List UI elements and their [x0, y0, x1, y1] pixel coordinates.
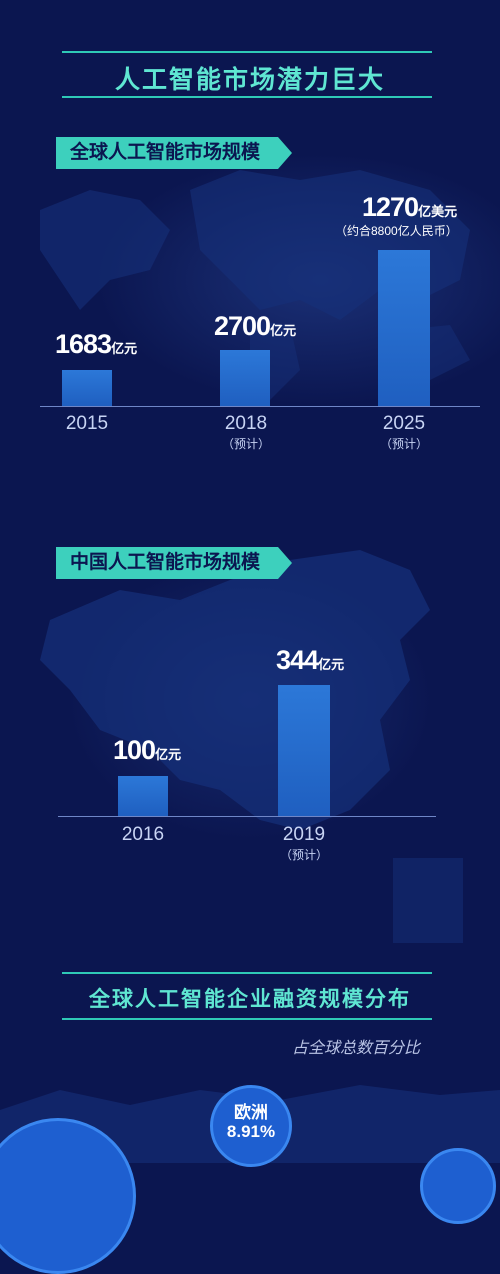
global-value-2018-number: 2700 — [214, 311, 271, 341]
china-bar-2016 — [118, 776, 168, 816]
financing-title: 全球人工智能企业融资规模分布 — [89, 988, 411, 1011]
global-note-2018: （预计） — [221, 437, 270, 451]
inset-map-box — [393, 858, 463, 943]
bubble-europe — [210, 1085, 292, 1167]
china-value-2019-unit: 亿元 — [318, 657, 345, 672]
global-year-2025: 2025 — [382, 413, 426, 434]
global-value-2025: 1270亿美元 — [362, 192, 457, 223]
bubble-right-partial — [420, 1148, 496, 1224]
china-year-2016: 2016 — [121, 824, 165, 845]
china-value-2019: 344亿元 — [276, 645, 344, 676]
main-title: 人工智能市场潜力巨大 — [114, 66, 385, 94]
financing-caption: 占全球总数百分比 — [292, 1040, 421, 1057]
china-value-2016-unit: 亿元 — [155, 747, 182, 762]
financing-rule-bottom — [62, 1018, 432, 1020]
bubble-europe-percent: 8.91% — [226, 1122, 276, 1141]
global-value-2015-number: 1683 — [55, 329, 112, 359]
global-value-2025-number: 1270 — [362, 192, 419, 222]
global-value-2025-sub: （约合8800亿人民币） — [335, 224, 458, 238]
global-value-2015: 1683亿元 — [55, 329, 137, 360]
financing-rule-top — [62, 972, 432, 974]
china-year-2019: 2019 — [282, 824, 326, 845]
global-axis-line — [40, 406, 480, 407]
global-year-2015: 2015 — [65, 413, 109, 434]
global-market-tag: 全球人工智能市场规模 — [56, 137, 292, 169]
china-axis-line — [58, 816, 436, 817]
global-note-2025: （预计） — [379, 437, 428, 451]
global-value-2025-unit: 亿美元 — [418, 204, 458, 219]
global-bar-2015 — [62, 370, 112, 406]
global-value-2015-unit: 亿元 — [111, 341, 138, 356]
china-bar-2019 — [278, 685, 330, 816]
global-bar-2018 — [220, 350, 270, 406]
title-rule-top — [62, 51, 432, 53]
china-value-2016-number: 100 — [113, 735, 156, 765]
global-bar-2025 — [378, 250, 430, 406]
global-value-2018: 2700亿元 — [214, 311, 296, 342]
china-value-2019-number: 344 — [276, 645, 319, 675]
china-map-silhouette — [40, 550, 430, 830]
global-value-2018-unit: 亿元 — [270, 323, 297, 338]
china-value-2016: 100亿元 — [113, 735, 181, 766]
bubble-europe-region: 欧洲 — [234, 1103, 268, 1122]
china-note-2019: （预计） — [279, 848, 328, 862]
global-year-2018: 2018 — [224, 413, 268, 434]
title-rule-bottom — [62, 96, 432, 98]
china-market-tag: 中国人工智能市场规模 — [56, 547, 292, 579]
